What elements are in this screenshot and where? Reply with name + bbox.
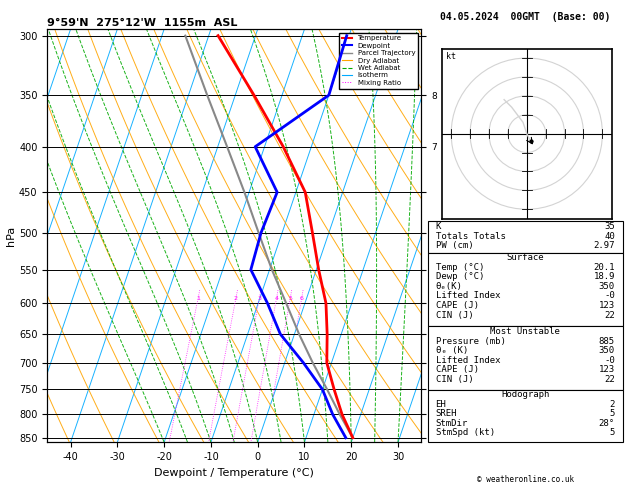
Legend: Temperature, Dewpoint, Parcel Trajectory, Dry Adiabat, Wet Adiabat, Isotherm, Mi: Temperature, Dewpoint, Parcel Trajectory…	[339, 33, 418, 88]
Text: SREH: SREH	[435, 409, 457, 418]
X-axis label: Dewpoint / Temperature (°C): Dewpoint / Temperature (°C)	[154, 468, 314, 478]
Text: θₑ(K): θₑ(K)	[435, 282, 462, 291]
Bar	[428, 390, 623, 442]
Text: 2.97: 2.97	[593, 242, 615, 250]
Text: CIN (J): CIN (J)	[435, 375, 473, 384]
Text: Temp (°C): Temp (°C)	[435, 263, 484, 272]
Text: 5: 5	[288, 296, 292, 301]
Text: 1: 1	[196, 296, 200, 301]
Y-axis label: km
ASL: km ASL	[456, 226, 472, 245]
Bar	[428, 221, 623, 253]
Text: 20.1: 20.1	[593, 263, 615, 272]
Text: EH: EH	[435, 400, 446, 409]
Text: 18.9: 18.9	[593, 273, 615, 281]
Text: StmSpd (kt): StmSpd (kt)	[435, 428, 494, 437]
Text: θₑ (K): θₑ (K)	[435, 346, 468, 355]
Text: CIN (J): CIN (J)	[435, 311, 473, 319]
Text: CAPE (J): CAPE (J)	[435, 301, 479, 310]
Text: Most Unstable: Most Unstable	[490, 327, 560, 336]
Text: 350: 350	[599, 282, 615, 291]
Text: -0: -0	[604, 292, 615, 300]
Bar	[428, 253, 623, 327]
Text: PW (cm): PW (cm)	[435, 242, 473, 250]
Text: 5: 5	[610, 428, 615, 437]
Text: 22: 22	[604, 375, 615, 384]
Bar	[428, 327, 623, 390]
Text: 5: 5	[610, 409, 615, 418]
Text: StmDir: StmDir	[435, 419, 468, 428]
Text: 3: 3	[257, 296, 261, 301]
Text: 4: 4	[274, 296, 279, 301]
Text: Lifted Index: Lifted Index	[435, 356, 500, 364]
Y-axis label: hPa: hPa	[6, 226, 16, 246]
Text: 28°: 28°	[599, 419, 615, 428]
Text: CAPE (J): CAPE (J)	[435, 365, 479, 374]
Text: Lifted Index: Lifted Index	[435, 292, 500, 300]
Text: 350: 350	[599, 346, 615, 355]
Text: 22: 22	[604, 311, 615, 319]
Text: -0: -0	[604, 356, 615, 364]
Text: 35: 35	[604, 222, 615, 231]
Text: kt: kt	[445, 52, 455, 61]
Text: K: K	[435, 222, 441, 231]
Text: 885: 885	[599, 337, 615, 346]
Text: 2: 2	[610, 400, 615, 409]
Text: 123: 123	[599, 301, 615, 310]
Text: © weatheronline.co.uk: © weatheronline.co.uk	[477, 474, 574, 484]
Text: Dewp (°C): Dewp (°C)	[435, 273, 484, 281]
Text: Hodograph: Hodograph	[501, 390, 549, 399]
Text: 2: 2	[234, 296, 238, 301]
Text: Mixing Ratio (g/kg): Mixing Ratio (g/kg)	[440, 258, 448, 337]
Text: Surface: Surface	[506, 254, 544, 262]
Text: 04.05.2024  00GMT  (Base: 00): 04.05.2024 00GMT (Base: 00)	[440, 12, 610, 22]
Text: 9°59'N  275°12'W  1155m  ASL: 9°59'N 275°12'W 1155m ASL	[47, 18, 238, 28]
Text: 40: 40	[604, 232, 615, 241]
Text: 123: 123	[599, 365, 615, 374]
Text: 6: 6	[299, 296, 304, 301]
Text: Pressure (mb): Pressure (mb)	[435, 337, 505, 346]
Text: Totals Totals: Totals Totals	[435, 232, 505, 241]
